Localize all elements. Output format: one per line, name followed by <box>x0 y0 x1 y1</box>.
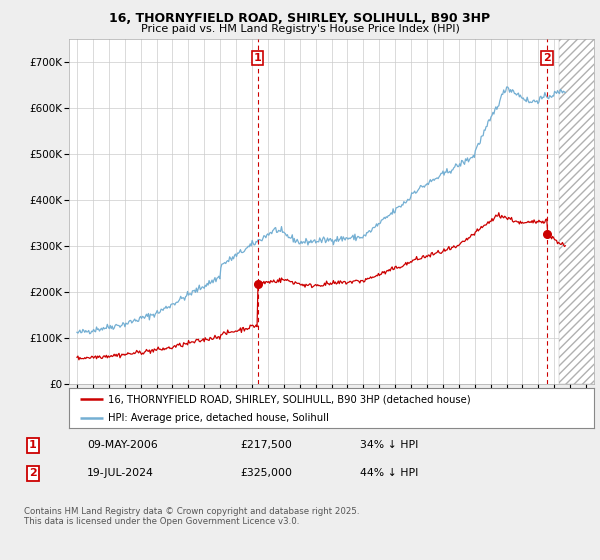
Text: 16, THORNYFIELD ROAD, SHIRLEY, SOLIHULL, B90 3HP (detached house): 16, THORNYFIELD ROAD, SHIRLEY, SOLIHULL,… <box>109 394 471 404</box>
Text: Contains HM Land Registry data © Crown copyright and database right 2025.
This d: Contains HM Land Registry data © Crown c… <box>24 507 359 526</box>
Text: 2: 2 <box>543 53 551 63</box>
Text: HPI: Average price, detached house, Solihull: HPI: Average price, detached house, Soli… <box>109 413 329 423</box>
Text: £217,500: £217,500 <box>240 440 292 450</box>
Text: 2: 2 <box>29 468 37 478</box>
Text: 19-JUL-2024: 19-JUL-2024 <box>87 468 154 478</box>
Text: Price paid vs. HM Land Registry's House Price Index (HPI): Price paid vs. HM Land Registry's House … <box>140 24 460 34</box>
Text: 34% ↓ HPI: 34% ↓ HPI <box>360 440 418 450</box>
Text: 09-MAY-2006: 09-MAY-2006 <box>87 440 158 450</box>
Text: 1: 1 <box>29 440 37 450</box>
Text: £325,000: £325,000 <box>240 468 292 478</box>
Text: 44% ↓ HPI: 44% ↓ HPI <box>360 468 418 478</box>
Text: 16, THORNYFIELD ROAD, SHIRLEY, SOLIHULL, B90 3HP: 16, THORNYFIELD ROAD, SHIRLEY, SOLIHULL,… <box>109 12 491 25</box>
Text: 1: 1 <box>254 53 262 63</box>
